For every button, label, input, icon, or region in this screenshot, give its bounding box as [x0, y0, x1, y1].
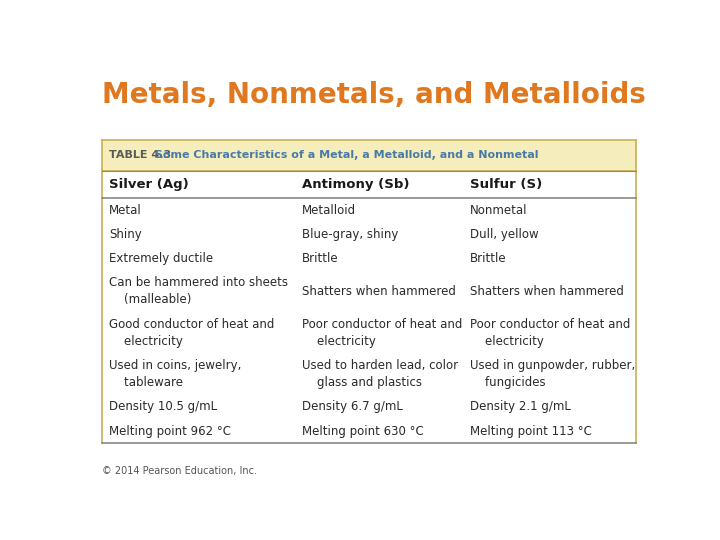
- Text: Metalloid: Metalloid: [302, 204, 356, 217]
- Text: Sulfur (S): Sulfur (S): [470, 178, 543, 191]
- Text: Nonmetal: Nonmetal: [470, 204, 528, 217]
- Text: Shatters when hammered: Shatters when hammered: [470, 285, 624, 298]
- Text: Good conductor of heat and
    electricity: Good conductor of heat and electricity: [109, 318, 274, 348]
- Text: Brittle: Brittle: [470, 252, 507, 265]
- Text: Density 10.5 g/mL: Density 10.5 g/mL: [109, 400, 217, 413]
- Text: Melting point 630 °C: Melting point 630 °C: [302, 424, 424, 437]
- Text: Dull, yellow: Dull, yellow: [470, 228, 539, 241]
- Text: Can be hammered into sheets
    (malleable): Can be hammered into sheets (malleable): [109, 276, 288, 306]
- Text: Used in coins, jewelry,
    tableware: Used in coins, jewelry, tableware: [109, 359, 241, 389]
- Text: Shiny: Shiny: [109, 228, 142, 241]
- Text: Metals, Nonmetals, and Metalloids: Metals, Nonmetals, and Metalloids: [102, 82, 646, 110]
- Text: Extremely ductile: Extremely ductile: [109, 252, 213, 265]
- Text: Melting point 113 °C: Melting point 113 °C: [470, 424, 593, 437]
- Text: Brittle: Brittle: [302, 252, 339, 265]
- Text: Blue-gray, shiny: Blue-gray, shiny: [302, 228, 399, 241]
- Text: TABLE 4.3: TABLE 4.3: [109, 150, 171, 160]
- Text: Shatters when hammered: Shatters when hammered: [302, 285, 456, 298]
- Text: Some Characteristics of a Metal, a Metalloid, and a Nonmetal: Some Characteristics of a Metal, a Metal…: [150, 150, 539, 160]
- Text: Density 6.7 g/mL: Density 6.7 g/mL: [302, 400, 403, 413]
- Text: Used to harden lead, color
    glass and plastics: Used to harden lead, color glass and pla…: [302, 359, 459, 389]
- Text: Poor conductor of heat and
    electricity: Poor conductor of heat and electricity: [302, 318, 463, 348]
- Text: Used in gunpowder, rubber,
    fungicides: Used in gunpowder, rubber, fungicides: [470, 359, 636, 389]
- Text: Density 2.1 g/mL: Density 2.1 g/mL: [470, 400, 571, 413]
- Text: Poor conductor of heat and
    electricity: Poor conductor of heat and electricity: [470, 318, 631, 348]
- Bar: [102, 140, 636, 171]
- Text: Melting point 962 °C: Melting point 962 °C: [109, 424, 231, 437]
- Text: Antimony (Sb): Antimony (Sb): [302, 178, 410, 191]
- Text: Metal: Metal: [109, 204, 142, 217]
- Text: Silver (Ag): Silver (Ag): [109, 178, 189, 191]
- Text: © 2014 Pearson Education, Inc.: © 2014 Pearson Education, Inc.: [102, 465, 257, 476]
